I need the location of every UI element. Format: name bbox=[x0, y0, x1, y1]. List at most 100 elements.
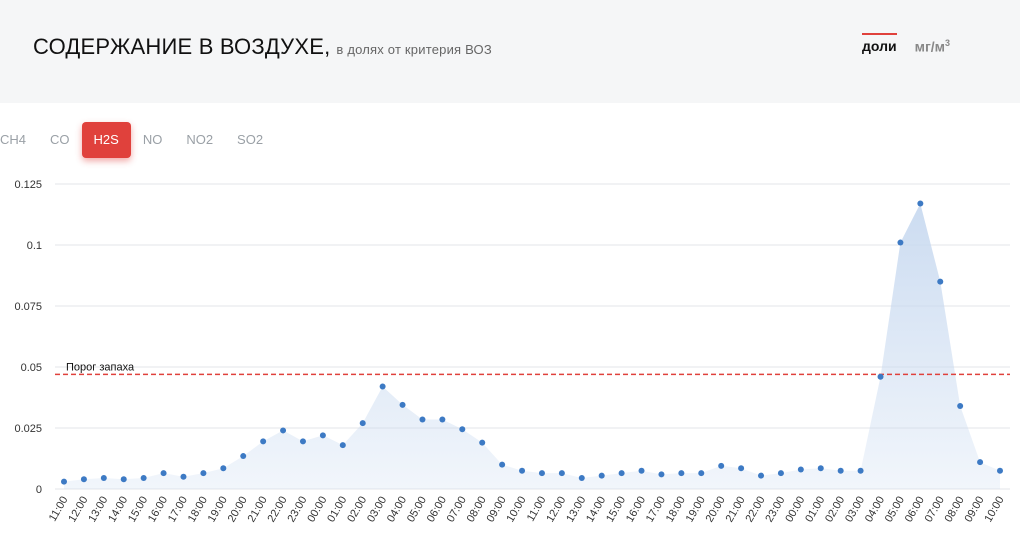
y-tick-label: 0.05 bbox=[21, 362, 42, 374]
data-point bbox=[658, 471, 665, 478]
x-tick-label: 18:00 bbox=[664, 495, 688, 525]
tab-no2[interactable]: NO2 bbox=[186, 132, 214, 147]
data-point bbox=[797, 466, 804, 473]
data-point bbox=[439, 416, 446, 423]
x-tick-label: 06:00 bbox=[903, 495, 927, 525]
unit-fraction-label: доли bbox=[862, 38, 897, 54]
data-point bbox=[160, 470, 167, 477]
x-tick-label: 08:00 bbox=[943, 495, 967, 525]
data-point bbox=[120, 476, 127, 483]
data-point bbox=[100, 475, 107, 482]
data-point bbox=[698, 470, 705, 477]
x-tick-label: 22:00 bbox=[743, 495, 767, 525]
x-tick-label: 02:00 bbox=[345, 495, 369, 525]
data-point bbox=[419, 416, 426, 423]
series-area bbox=[64, 203, 1000, 489]
title-text: СОДЕРЖАНИЕ В ВОЗДУХЕ, bbox=[33, 34, 331, 59]
x-tick-label: 09:00 bbox=[485, 495, 509, 525]
header: СОДЕРЖАНИЕ В ВОЗДУХЕ, в долях от критерия… bbox=[0, 0, 1020, 103]
data-point bbox=[738, 465, 745, 472]
data-point bbox=[240, 453, 247, 460]
x-tick-label: 14:00 bbox=[106, 495, 130, 525]
x-tick-label: 03:00 bbox=[365, 495, 389, 525]
data-point bbox=[339, 442, 346, 449]
data-point bbox=[678, 470, 685, 477]
y-tick-label: 0.025 bbox=[14, 423, 42, 435]
x-tick-label: 04:00 bbox=[385, 495, 409, 525]
x-tick-label: 07:00 bbox=[923, 495, 947, 525]
data-point bbox=[319, 432, 326, 439]
data-point bbox=[897, 239, 904, 246]
tab-so2[interactable]: SO2 bbox=[237, 132, 264, 147]
data-point bbox=[618, 470, 625, 477]
data-point bbox=[80, 476, 87, 483]
tab-no[interactable]: NO bbox=[142, 132, 163, 147]
x-tick-label: 18:00 bbox=[186, 495, 210, 525]
data-point bbox=[61, 478, 67, 485]
data-point bbox=[359, 420, 366, 427]
x-tick-label: 05:00 bbox=[883, 495, 907, 525]
data-point bbox=[758, 472, 765, 479]
data-point bbox=[997, 467, 1003, 474]
data-point bbox=[917, 200, 924, 207]
x-tick-label: 20:00 bbox=[704, 495, 728, 525]
data-point bbox=[140, 475, 147, 482]
data-point bbox=[519, 467, 526, 474]
x-tick-label: 19:00 bbox=[684, 495, 708, 525]
data-point bbox=[299, 438, 306, 445]
x-tick-label: 01:00 bbox=[803, 495, 827, 525]
page-title: СОДЕРЖАНИЕ В ВОЗДУХЕ, в долях от критерия… bbox=[33, 34, 492, 60]
data-point bbox=[180, 473, 187, 480]
data-point bbox=[280, 427, 287, 434]
data-point bbox=[399, 401, 406, 408]
x-tick-label: 23:00 bbox=[285, 495, 309, 525]
data-point bbox=[837, 467, 844, 474]
threshold-label: Порог запаха bbox=[66, 361, 135, 373]
data-point bbox=[598, 472, 605, 479]
x-tick-label: 03:00 bbox=[843, 495, 867, 525]
x-tick-label: 15:00 bbox=[604, 495, 628, 525]
x-tick-label: 15:00 bbox=[126, 495, 150, 525]
unit-mg-m3-button[interactable]: мг/м3 bbox=[915, 38, 950, 55]
data-point bbox=[479, 439, 486, 446]
data-point bbox=[459, 426, 466, 433]
x-tick-label: 02:00 bbox=[823, 495, 847, 525]
x-tick-label: 10:00 bbox=[504, 495, 528, 525]
x-tick-label: 08:00 bbox=[465, 495, 489, 525]
x-tick-label: 09:00 bbox=[963, 495, 987, 525]
data-point bbox=[977, 459, 984, 466]
x-tick-label: 13:00 bbox=[564, 495, 588, 525]
x-tick-label: 16:00 bbox=[624, 495, 648, 525]
data-point bbox=[777, 470, 784, 477]
x-tick-label: 01:00 bbox=[325, 495, 349, 525]
x-tick-label: 00:00 bbox=[783, 495, 807, 525]
data-point bbox=[877, 373, 884, 380]
data-point bbox=[499, 461, 506, 468]
x-tick-label: 05:00 bbox=[405, 495, 429, 525]
x-tick-label: 00:00 bbox=[305, 495, 329, 525]
data-point bbox=[638, 467, 645, 474]
data-point bbox=[260, 438, 267, 445]
x-tick-label: 23:00 bbox=[763, 495, 787, 525]
tab-h2s[interactable]: H2S bbox=[81, 122, 131, 158]
tab-co[interactable]: CO bbox=[50, 132, 70, 147]
x-tick-label: 22:00 bbox=[266, 495, 290, 525]
x-tick-label: 19:00 bbox=[206, 495, 230, 525]
unit-fraction-button[interactable]: доли bbox=[862, 33, 897, 55]
data-point bbox=[220, 465, 227, 472]
x-tick-label: 06:00 bbox=[425, 495, 449, 525]
unit-switcher: доли мг/м3 bbox=[862, 33, 950, 55]
data-point bbox=[957, 403, 964, 410]
data-point bbox=[817, 465, 824, 472]
x-tick-label: 12:00 bbox=[544, 495, 568, 525]
data-point bbox=[558, 470, 565, 477]
data-point bbox=[857, 467, 864, 474]
data-point bbox=[200, 470, 207, 477]
y-tick-label: 0 bbox=[36, 484, 42, 496]
y-tick-label: 0.1 bbox=[27, 240, 42, 252]
x-tick-label: 17:00 bbox=[644, 495, 668, 525]
data-point bbox=[718, 462, 725, 469]
gas-tabs: CH4 CO H2S NO NO2 SO2 bbox=[0, 122, 275, 158]
tab-ch4[interactable]: CH4 bbox=[0, 132, 27, 147]
